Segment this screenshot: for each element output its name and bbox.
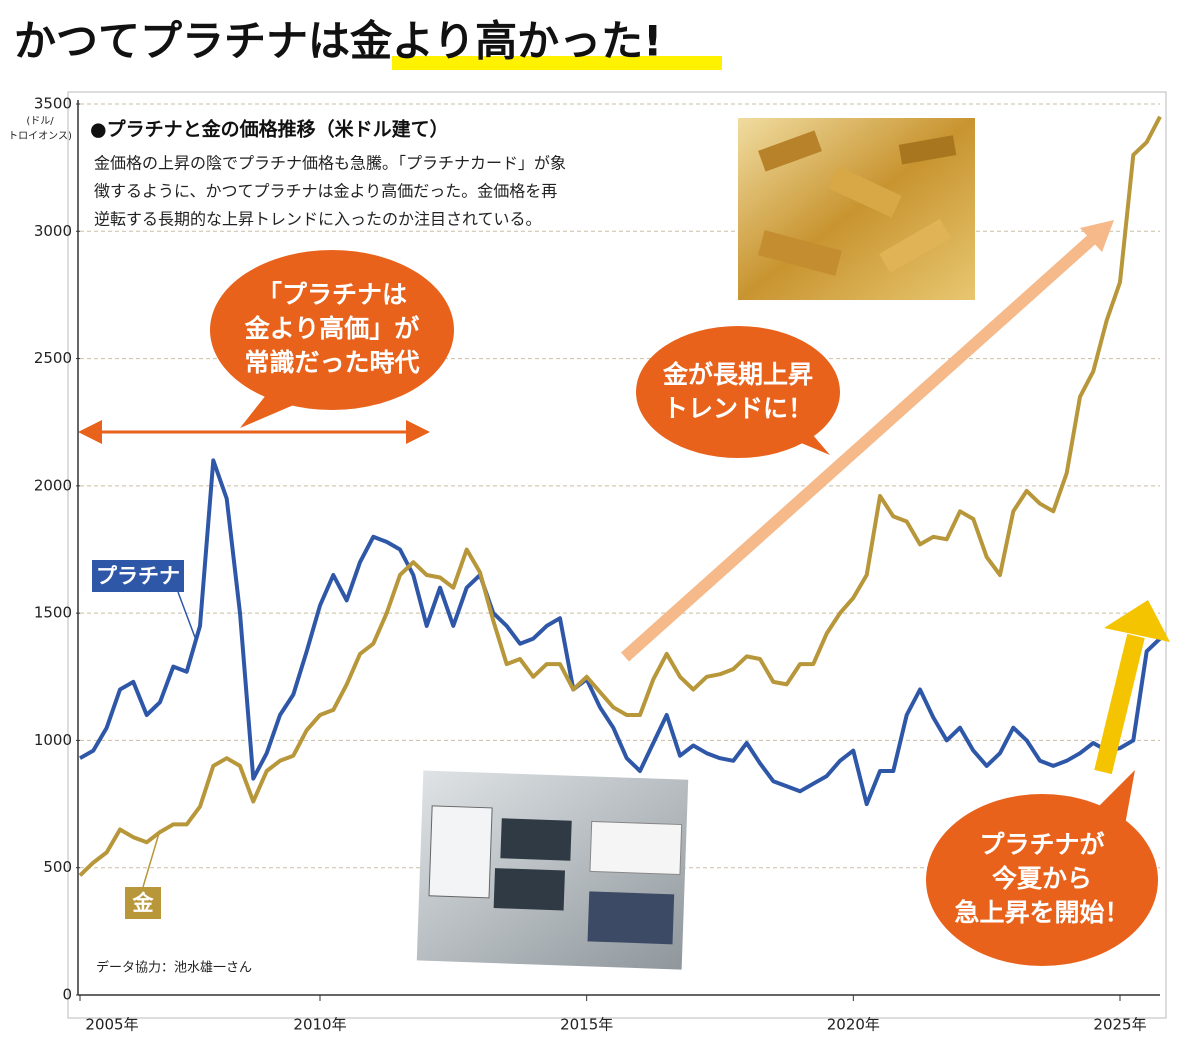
leader-line — [177, 591, 197, 641]
y-tick-label: 2000 — [34, 476, 72, 494]
y-tick-label: 1000 — [34, 731, 72, 749]
bubble-text: 今夏から — [992, 864, 1092, 893]
bubble-text: 急上昇を開始！ — [954, 898, 1129, 927]
leader-line — [142, 829, 161, 888]
x-tick-label: 2005年 — [85, 1016, 138, 1034]
bubble-text: トレンドに！ — [663, 394, 813, 423]
series-line — [79, 458, 1162, 807]
y-tick-label: 3000 — [34, 222, 72, 240]
era-bubble: 「プラチナは 金より高価」が 常識だった時代 — [210, 250, 454, 428]
legend-box — [125, 887, 161, 919]
description: 逆転する長期的な上昇トレンドに入ったのか注目されている。 — [94, 210, 542, 229]
bubble-text: 「プラチナは — [257, 280, 407, 309]
title-highlight — [392, 56, 722, 70]
gold-trend-bubble: 金が長期上昇 トレンドに！ — [636, 326, 840, 458]
legend-label: プラチナ — [96, 564, 180, 588]
legend-box — [92, 560, 184, 592]
y-axis-unit: (ドル/ — [26, 116, 54, 127]
y-tick-label: 0 — [62, 986, 72, 1004]
y-tick-label: 1500 — [34, 604, 72, 622]
y-tick-label: 2500 — [34, 349, 72, 367]
x-tick-label: 2020年 — [827, 1016, 880, 1034]
legend-label: 金 — [132, 891, 155, 915]
trend-arrowhead — [1080, 220, 1114, 252]
description: 徴するように、かつてプラチナは金より高価だった。金価格を再 — [94, 182, 557, 201]
x-tick-label: 2025年 — [1093, 1016, 1146, 1034]
description: 金価格の上昇の陰でプラチナ価格も急騰。「プラチナカード」が象 — [94, 154, 566, 173]
bubble-text: 常識だった時代 — [244, 348, 419, 377]
subtitle: ●プラチナと金の価格推移（米ドル建て） — [90, 118, 449, 141]
bubble-text: 金が長期上昇 — [662, 360, 813, 389]
chart-title: かつてプラチナは金より高かった! — [14, 17, 662, 66]
bubble-text: 金より高価」が — [244, 314, 420, 343]
y-axis-unit: トロイオンス) — [8, 130, 72, 142]
platinum-photo — [416, 770, 689, 970]
y-tick-label: 3500 — [34, 95, 72, 113]
gold-photo — [738, 118, 975, 300]
bubble-text: プラチナが — [979, 830, 1104, 859]
surge-arrowhead — [1104, 600, 1170, 642]
x-tick-label: 2010年 — [293, 1016, 346, 1034]
trend-arrow — [620, 227, 1105, 662]
surge-arrow — [1094, 633, 1145, 775]
platinum-surge-bubble: プラチナが 今夏から 急上昇を開始！ — [926, 770, 1158, 966]
y-tick-label: 500 — [43, 858, 72, 876]
credit: データ協力：池水雄一さん — [96, 960, 252, 976]
series-line — [78, 115, 1162, 877]
x-tick-label: 2015年 — [560, 1016, 613, 1034]
